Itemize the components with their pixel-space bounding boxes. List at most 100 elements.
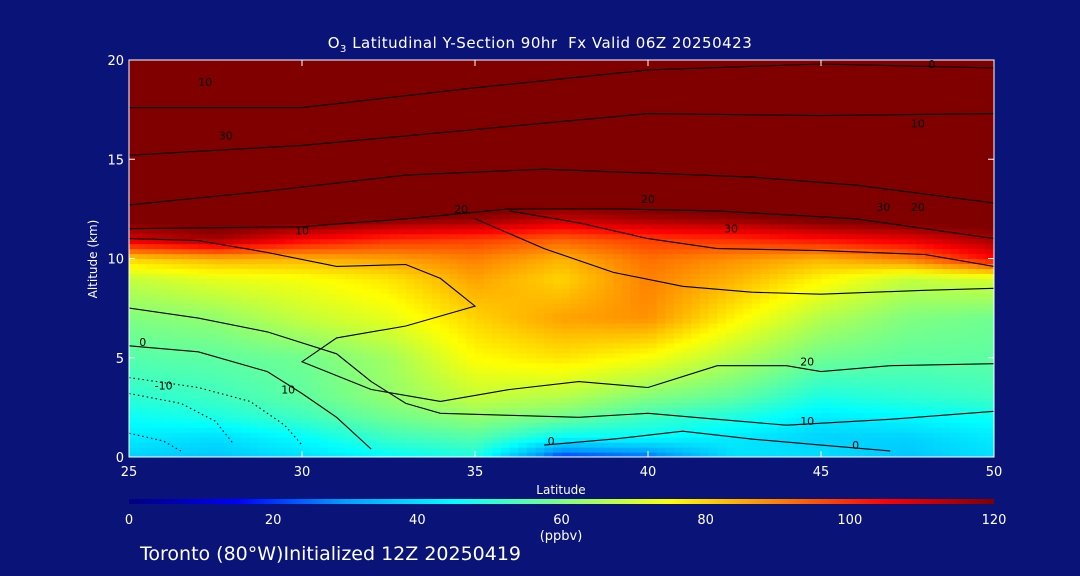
heat-cell (483, 377, 493, 384)
heat-cell (206, 452, 217, 457)
heat-cell (483, 367, 493, 374)
heat-cell (570, 387, 580, 394)
heat-cell (639, 377, 649, 384)
heat-cell (163, 412, 173, 418)
heat-cell (423, 442, 433, 448)
heat-cell (518, 228, 528, 235)
heat-cell (821, 288, 831, 294)
heat-cell (353, 337, 364, 344)
heat-cell (518, 347, 528, 354)
heat-cell (319, 243, 329, 250)
heat-cell (838, 218, 848, 225)
heat-cell (933, 313, 943, 319)
heat-cell (743, 273, 753, 279)
heat-cell (518, 407, 528, 413)
heat-cell (803, 442, 813, 448)
heat-cell (509, 293, 519, 299)
heat-cell (821, 253, 831, 260)
heat-cell (898, 377, 909, 384)
heat-cell (232, 208, 243, 215)
heat-cell (154, 407, 165, 413)
heat-cell (241, 332, 251, 339)
heat-cell (224, 442, 234, 448)
heat-cell (146, 228, 156, 235)
heat-cell (639, 372, 649, 379)
heat-cell (206, 367, 217, 374)
heat-cell (786, 213, 796, 220)
heat-cell (864, 362, 874, 369)
heat-cell (803, 268, 813, 274)
heat-cell (838, 253, 848, 260)
heat-cell (950, 422, 960, 428)
heat-cell (864, 308, 874, 314)
heat-cell (154, 352, 165, 359)
heat-cell (950, 318, 960, 324)
heat-cell (976, 218, 986, 225)
heat-cell (777, 442, 787, 448)
heat-cell (864, 327, 874, 334)
heat-cell (691, 352, 701, 359)
heat-cell (405, 432, 416, 438)
heat-cell (725, 437, 736, 443)
heat-cell (457, 412, 467, 418)
heat-cell (172, 223, 182, 230)
heat-cell (578, 432, 589, 438)
heat-cell (526, 437, 537, 443)
heat-cell (500, 347, 511, 354)
heat-cell (639, 392, 649, 399)
heat-cell (440, 218, 450, 225)
heat-cell (777, 243, 787, 250)
heat-cell (483, 248, 493, 255)
heat-cell (639, 412, 649, 418)
heat-cell (604, 238, 614, 245)
heat-cell (544, 412, 554, 418)
heat-cell (440, 452, 450, 457)
heat-cell (423, 258, 433, 265)
heat-cell (898, 422, 909, 428)
heat-cell (734, 407, 744, 413)
heat-cell (613, 253, 623, 260)
heat-cell (371, 223, 381, 230)
heat-cell (760, 218, 770, 225)
heat-cell (829, 342, 839, 349)
heat-cell (890, 318, 900, 324)
heat-cell (890, 367, 900, 374)
heat-cell (864, 278, 874, 284)
heat-cell (630, 208, 640, 215)
heat-cell (933, 407, 943, 413)
heat-cell (431, 258, 441, 265)
heat-cell (769, 268, 779, 274)
heat-cell (431, 288, 441, 294)
heat-cell (535, 432, 545, 438)
heat-cell (760, 327, 770, 334)
heat-cell (942, 218, 952, 225)
heat-cell (639, 432, 649, 438)
heat-cell (648, 342, 658, 349)
heat-cell (916, 392, 926, 399)
heat-cell (604, 298, 614, 304)
heat-cell (561, 223, 571, 230)
heat-cell (846, 452, 857, 457)
heat-cell (760, 417, 770, 423)
heat-cell (872, 342, 883, 349)
heat-cell (267, 278, 277, 284)
heat-cell (258, 208, 268, 215)
heat-cell (622, 218, 632, 225)
heat-cell (535, 278, 545, 284)
heat-cell (950, 452, 960, 457)
heat-cell (388, 332, 398, 339)
heat-cell (760, 278, 770, 284)
heat-cell (942, 442, 952, 448)
heat-cell (855, 318, 865, 324)
heat-cell (760, 392, 770, 399)
heat-cell (976, 258, 986, 265)
heat-cell (483, 223, 493, 230)
heat-cell (509, 447, 519, 453)
heat-cell (189, 397, 199, 404)
heat-cell (570, 268, 580, 274)
heat-cell (734, 377, 744, 384)
heat-cell (561, 298, 571, 304)
heat-cell (526, 432, 537, 438)
heat-cell (976, 442, 986, 448)
heat-cell (985, 253, 994, 260)
